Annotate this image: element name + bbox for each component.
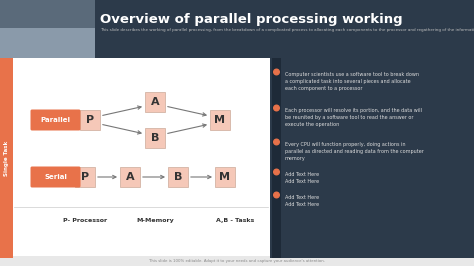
Text: A: A [126,172,134,182]
Text: B: B [151,133,159,143]
FancyBboxPatch shape [75,167,95,187]
Text: Computer scientists use a software tool to break down
a complicated task into se: Computer scientists use a software tool … [285,72,419,91]
Circle shape [273,69,279,75]
FancyBboxPatch shape [210,110,230,130]
FancyBboxPatch shape [0,0,474,58]
FancyBboxPatch shape [30,110,81,131]
FancyBboxPatch shape [0,28,95,58]
Text: P: P [81,172,89,182]
FancyBboxPatch shape [0,58,13,258]
Text: This slide is 100% editable. Adapt it to your needs and capture your audience's : This slide is 100% editable. Adapt it to… [149,259,325,263]
Text: Serial: Serial [44,174,67,180]
Text: Single Task: Single Task [4,140,9,176]
Text: P- Processor: P- Processor [63,218,107,223]
Text: M: M [219,172,230,182]
FancyBboxPatch shape [80,110,100,130]
FancyBboxPatch shape [0,0,95,58]
FancyBboxPatch shape [215,167,235,187]
FancyBboxPatch shape [0,58,474,258]
Circle shape [273,139,279,145]
Circle shape [273,192,279,198]
FancyBboxPatch shape [120,167,140,187]
FancyBboxPatch shape [272,58,281,258]
Text: Every CPU will function properly, doing actions in
parallel as directed and read: Every CPU will function properly, doing … [285,142,424,161]
Text: P: P [86,115,94,125]
Circle shape [273,105,279,111]
FancyBboxPatch shape [270,58,474,258]
FancyBboxPatch shape [145,92,165,112]
Text: Overview of parallel processing working: Overview of parallel processing working [100,13,402,26]
Text: Parallel: Parallel [40,117,71,123]
Text: A,B - Tasks: A,B - Tasks [216,218,254,223]
Circle shape [273,169,279,175]
FancyBboxPatch shape [30,167,81,188]
Text: Each processor will resolve its portion, and the data will
be reunited by a soft: Each processor will resolve its portion,… [285,108,422,127]
Text: Add Text Here
Add Text Here: Add Text Here Add Text Here [285,172,319,184]
Text: M: M [215,115,226,125]
Text: M-Memory: M-Memory [136,218,174,223]
FancyBboxPatch shape [145,128,165,148]
Text: Add Text Here
Add Text Here: Add Text Here Add Text Here [285,195,319,207]
Text: This slide describes the working of parallel processing, from the breakdown of a: This slide describes the working of para… [100,28,474,32]
FancyBboxPatch shape [0,256,474,266]
FancyBboxPatch shape [168,167,188,187]
Text: B: B [174,172,182,182]
Text: A: A [151,97,159,107]
